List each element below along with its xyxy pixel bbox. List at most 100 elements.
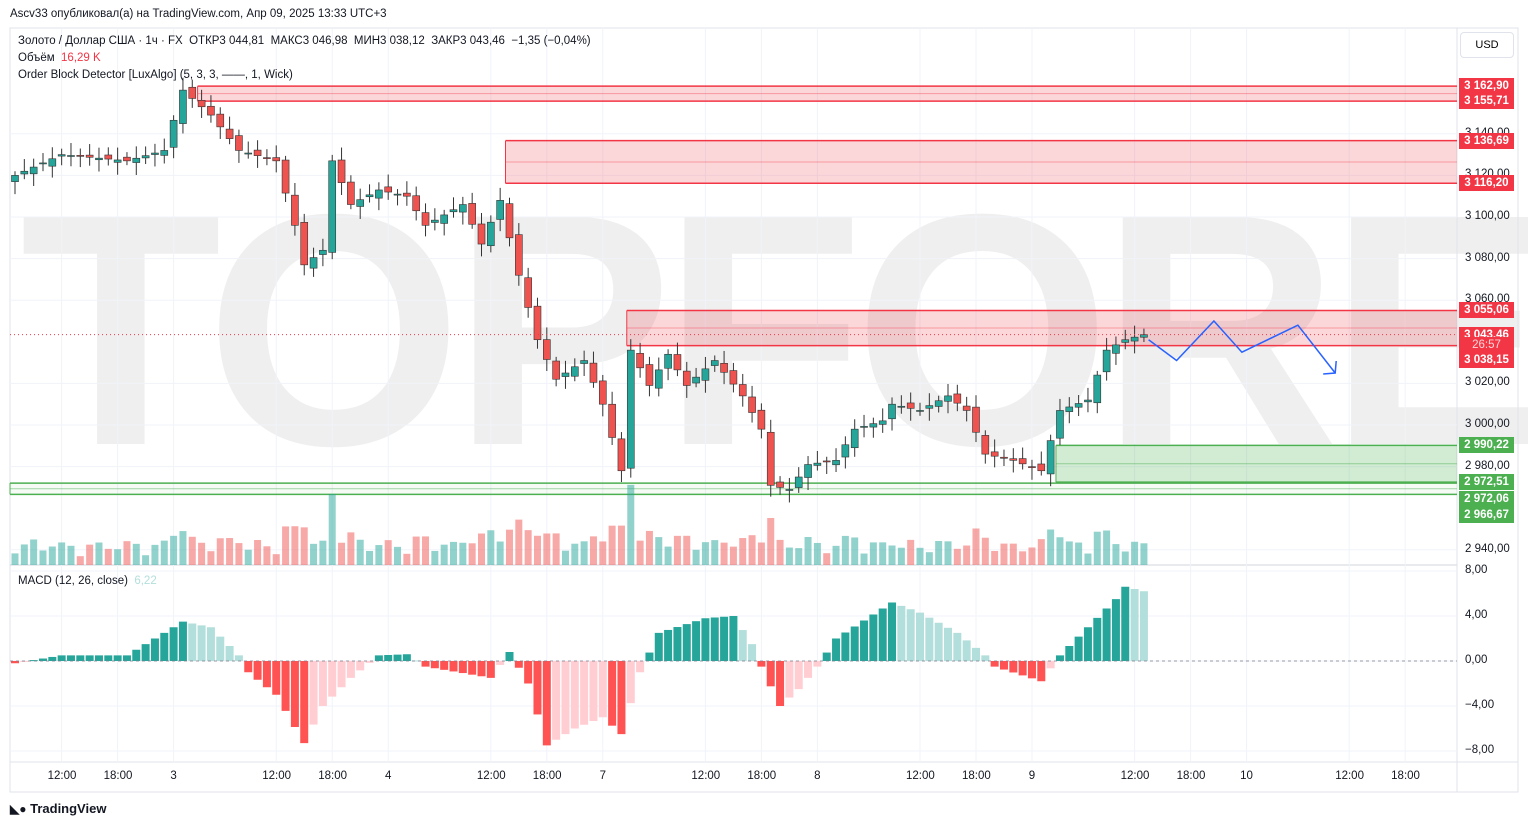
symbol-name[interactable]: Золото / Доллар США · 1ч · FX [18,35,183,47]
candle-body [1074,403,1083,408]
volume-bar [1084,553,1092,565]
volume-bar [701,542,709,565]
volume-bar [739,538,747,565]
volume-bar [524,530,532,565]
macd-histogram-bar [710,617,719,661]
indicator-legend[interactable]: Order Block Detector [LuxAlgo] (5, 3, 3,… [18,69,293,81]
candle-body [645,364,654,386]
candle-body [263,157,271,159]
macd-histogram-bar [458,661,467,674]
volume-bar [366,550,374,565]
candle-body [39,162,47,165]
candle-body [1112,344,1120,354]
candle-body [626,349,635,469]
candle-body [1102,349,1111,373]
candle-body [1056,410,1064,439]
volume-bar [151,544,159,565]
tradingview-logo[interactable]: ◣● TradingView [10,801,106,816]
macd-histogram-bar [48,656,57,661]
macd-histogram-bar [430,661,439,669]
price-tag-bear: 3 162,90 [1459,78,1514,95]
volume-bar [338,542,346,565]
candle-body [207,105,215,116]
macd-histogram-bar [785,661,794,698]
macd-histogram-bar [318,661,327,706]
volume-bar [795,548,803,565]
volume-bar [683,535,691,565]
candle-body [673,354,682,371]
macd-histogram-bar [692,621,701,661]
footer-brand: TradingView [30,801,107,816]
candle-body [347,181,355,205]
volume-bar [216,538,224,565]
macd-histogram-bar [178,621,187,661]
macd-histogram-bar [860,620,869,661]
price-tag-bull: 2 972,51 [1459,474,1514,491]
volume-bar [991,550,999,565]
candle-body [748,396,756,413]
macd-histogram-bar [617,661,626,735]
candle-body [421,212,430,226]
macd-histogram-bar [234,655,243,661]
macd-histogram-bar [953,632,962,661]
macd-value: 6,22 [134,575,157,587]
volume-bar [132,543,140,565]
macd-histogram-bar [766,661,775,687]
volume-bar [561,550,569,565]
candle-body [598,380,607,405]
candle-body [850,428,859,449]
symbol-legend: Золото / Доллар США · 1ч · FX ОТКР3 044,… [18,35,591,47]
candle-body [654,369,663,389]
macd-histogram-bar [869,614,878,661]
volume-bar [869,542,877,565]
price-tick: 3 000,00 [1465,418,1510,430]
volume-bar [422,536,430,565]
candle-body [487,221,495,247]
candle-body [766,431,775,486]
macd-histogram-bar [440,661,449,670]
macd-histogram-bar [393,654,402,661]
candle-body [981,435,990,455]
volume-bar [1112,544,1120,565]
volume-bar [925,552,933,565]
candle-body [403,192,411,197]
price-tag-timer: 26:57 [1459,336,1514,353]
macd-tick: −4,00 [1465,699,1495,711]
macd-histogram-bar [216,636,225,661]
macd-histogram-bar [197,625,206,661]
candle-body [897,405,906,408]
candle-body [972,406,980,433]
macd-histogram-bar [374,655,383,661]
candle-body [85,154,94,158]
candle-body [682,370,691,386]
volume-label[interactable]: Объём [18,52,55,64]
candle-body [524,277,532,308]
macd-histogram-bar [897,605,906,661]
macd-histogram-bar [66,655,75,661]
macd-histogram-bar [141,644,150,661]
macd-histogram-bar [664,629,673,661]
low-value: МИН3 038,12 [353,35,425,47]
volume-bar [459,542,467,565]
volume-bar [636,540,644,565]
macd-histogram-bar [1065,646,1074,661]
chart-border [9,27,1519,793]
volume-bar [319,540,327,565]
macd-histogram-bar [225,646,234,661]
macd-tick: 4,00 [1465,609,1488,621]
candle-body [216,113,225,128]
macd-label[interactable]: MACD (12, 26, close) [18,575,128,587]
volume-bar [617,525,625,565]
currency-button[interactable]: USD [1460,32,1514,58]
macd-histogram-bar [832,638,841,661]
macd-histogram-bar [1139,591,1148,661]
macd-histogram-bar [253,661,262,680]
macd-histogram-bar [477,661,486,677]
candle-body [860,426,868,428]
projection-path [1148,319,1336,374]
volume-bar [198,542,206,565]
volume-bar [1103,530,1111,565]
volume-bar [375,545,383,565]
candle-body [738,384,747,397]
